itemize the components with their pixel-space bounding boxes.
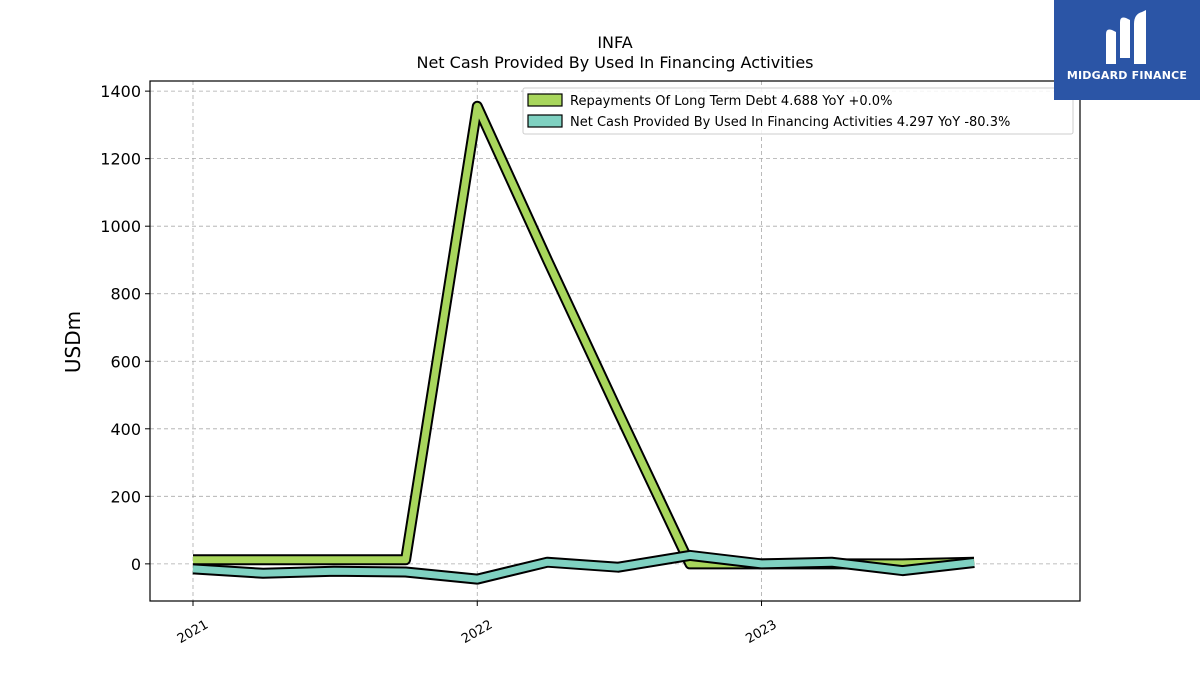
y-tick-label: 0	[131, 555, 141, 574]
data-point	[901, 563, 903, 565]
x-axis-ticks: 2021 2022 2023	[175, 601, 780, 647]
data-point	[476, 578, 478, 580]
data-point	[405, 559, 407, 561]
y-axis-label: USDm	[61, 311, 85, 373]
legend: Repayments Of Long Term Debt 4.688 YoY +…	[522, 87, 1074, 135]
y-tick-label: 1000	[100, 217, 141, 236]
logo-mark-icon	[1106, 10, 1146, 64]
legend-box	[522, 87, 1074, 135]
data-point	[617, 566, 619, 568]
series-layer	[192, 100, 975, 585]
data-point	[617, 411, 619, 413]
data-point	[689, 563, 691, 565]
data-point	[333, 570, 335, 572]
series-line-0	[193, 102, 975, 568]
data-point	[901, 570, 903, 572]
data-point	[192, 568, 194, 570]
plot-frame	[149, 80, 1081, 602]
data-point	[476, 105, 478, 107]
data-point	[405, 571, 407, 573]
series-line-1	[192, 551, 975, 583]
legend-swatch-net-cash	[527, 114, 563, 128]
data-point	[831, 561, 833, 563]
y-tick-label: 1400	[100, 82, 141, 101]
logo-text: MIDGARD FINANCE	[1066, 69, 1188, 82]
data-point	[192, 559, 194, 561]
data-point	[546, 561, 548, 563]
x-tick-label: 2023	[743, 617, 779, 647]
chart-title: INFA	[597, 33, 632, 52]
chart-subtitle: Net Cash Provided By Used In Financing A…	[416, 53, 813, 72]
logo: MIDGARD FINANCE	[1054, 0, 1200, 100]
legend-label-net-cash: Net Cash Provided By Used In Financing A…	[570, 115, 1010, 130]
data-point	[333, 559, 335, 561]
y-tick-label: 400	[110, 420, 141, 439]
legend-label-repayments: Repayments Of Long Term Debt 4.688 YoY +…	[570, 94, 892, 109]
legend-swatch-repayments	[527, 93, 563, 107]
y-tick-label: 200	[110, 487, 141, 506]
data-point	[761, 563, 763, 565]
y-tick-label: 600	[110, 352, 141, 371]
grid	[150, 81, 1080, 601]
x-tick-label: 2022	[459, 617, 495, 647]
data-point	[689, 554, 691, 556]
data-point	[262, 559, 264, 561]
data-point	[546, 259, 548, 261]
y-tick-label: 1200	[100, 150, 141, 169]
data-point	[262, 572, 264, 574]
x-tick-label: 2021	[175, 617, 211, 647]
y-axis-ticks: 0 200 400 600 800 1000 1200 1400	[100, 82, 150, 574]
y-tick-label: 800	[110, 285, 141, 304]
data-point	[973, 562, 975, 564]
